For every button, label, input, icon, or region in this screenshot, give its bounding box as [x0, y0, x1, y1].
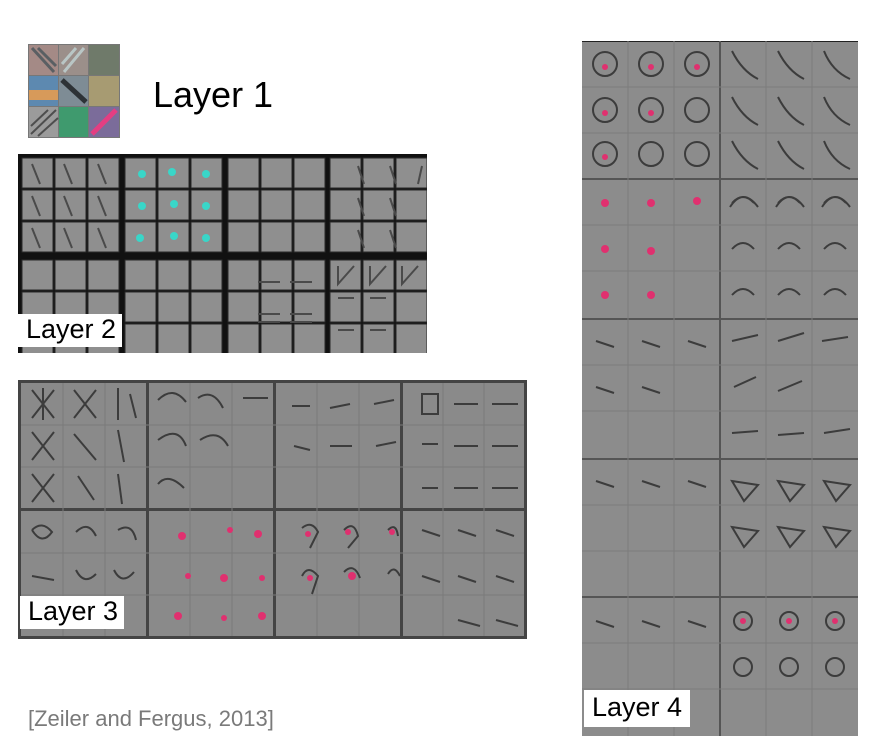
citation: [Zeiler and Fergus, 2013]: [28, 706, 274, 731]
layer2-label: Layer 2: [18, 314, 123, 347]
layer4-panel: [582, 41, 858, 736]
layer1-label: Layer 1: [153, 74, 274, 115]
layer3-panel: [18, 380, 527, 639]
layer4-label: Layer 4: [584, 690, 691, 727]
layer3-label: Layer 3: [20, 596, 125, 629]
layer1-filters: [28, 44, 120, 138]
